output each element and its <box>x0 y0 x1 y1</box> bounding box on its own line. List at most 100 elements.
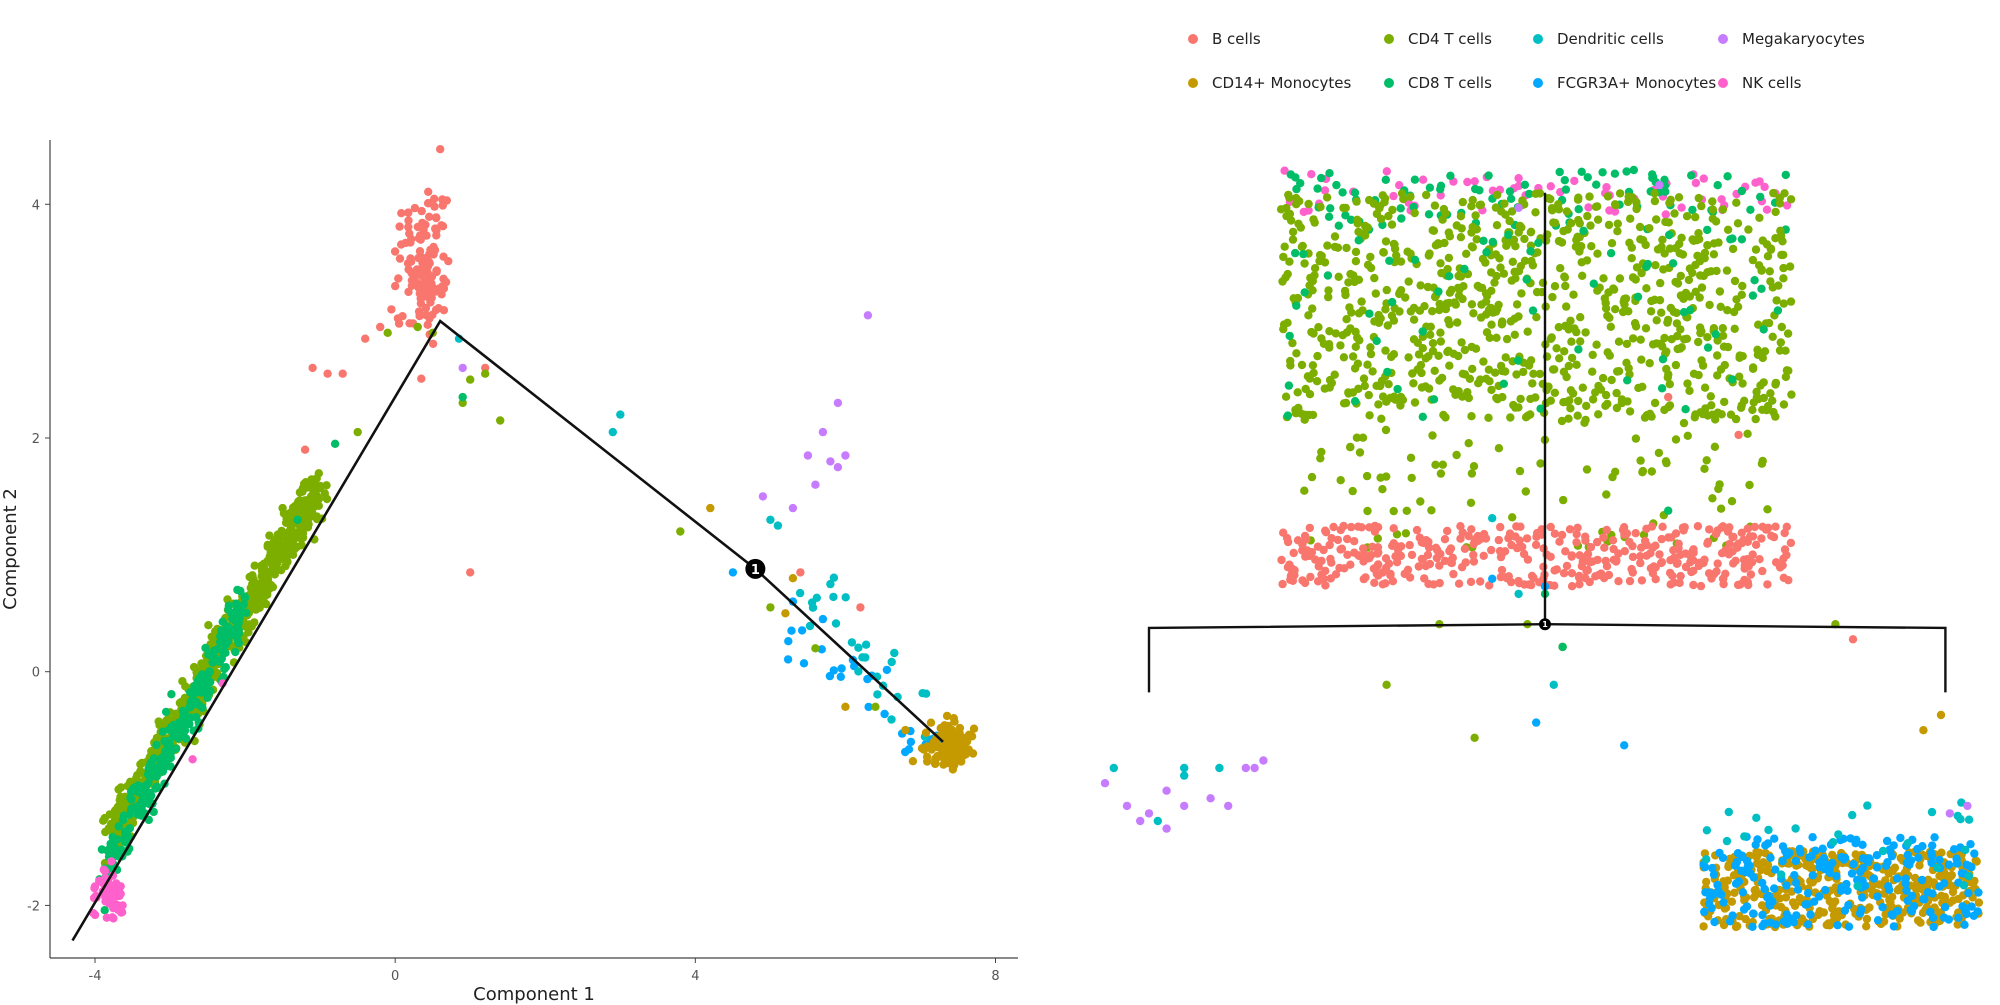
point-megakaryocytes <box>1259 756 1268 765</box>
point-cd4-t-cells <box>1467 202 1476 211</box>
tree-points-layer <box>1100 165 1984 932</box>
point-cd4-t-cells <box>1598 373 1608 383</box>
point-cd4-t-cells <box>1588 350 1597 360</box>
point-cd4-t-cells <box>295 496 304 505</box>
point-cd4-t-cells <box>1679 418 1689 428</box>
point-cd8-t-cells <box>1323 271 1333 280</box>
point-b-cells <box>437 290 446 299</box>
tree-branch-node-label: 1 <box>1542 620 1548 629</box>
point-b-cells <box>1737 538 1746 548</box>
point-fcgr3a-monocytes <box>1930 833 1939 842</box>
y-tick-label: 0 <box>32 666 40 681</box>
point-b-cells <box>1751 540 1761 549</box>
point-fcgr3a-monocytes <box>1758 878 1767 888</box>
point-cd4-t-cells <box>1520 234 1529 244</box>
point-b-cells <box>1707 574 1716 583</box>
point-cd4-t-cells <box>1516 262 1525 271</box>
point-b-cells <box>1327 534 1336 543</box>
point-cd4-t-cells <box>1785 262 1795 271</box>
point-cd8-t-cells <box>127 795 136 804</box>
point-dendritic-cells <box>1961 845 1970 855</box>
point-cd4-t-cells <box>1612 388 1621 398</box>
point-cd8-t-cells <box>100 906 109 915</box>
point-fcgr3a-monocytes <box>1718 853 1728 863</box>
point-cd4-t-cells <box>314 469 323 478</box>
point-cd4-t-cells <box>1661 457 1671 466</box>
point-cd4-t-cells <box>1697 283 1707 292</box>
point-cd4-t-cells <box>1487 268 1496 277</box>
point-b-cells <box>1321 581 1330 590</box>
point-cd4-t-cells <box>1434 351 1443 360</box>
point-cd4-t-cells <box>1484 413 1493 422</box>
point-cd4-t-cells <box>1447 285 1456 295</box>
point-megakaryocytes <box>1162 824 1171 833</box>
point-cd4-t-cells <box>1506 317 1516 326</box>
legend-item-cd4-t-cells: CD4 T cells <box>1384 30 1492 48</box>
point-cd14-monocytes <box>1787 887 1796 896</box>
point-cd4-t-cells <box>1563 225 1572 234</box>
point-b-cells <box>1288 564 1297 574</box>
point-cd8-t-cells <box>1291 248 1300 258</box>
point-cd4-t-cells <box>1628 334 1638 343</box>
point-cd4-t-cells <box>1350 277 1359 287</box>
point-b-cells <box>1780 528 1789 538</box>
point-cd8-t-cells <box>1460 264 1469 274</box>
point-cd4-t-cells <box>1366 343 1375 352</box>
point-b-cells <box>1562 561 1572 571</box>
point-cd8-t-cells <box>1488 237 1497 247</box>
point-cd4-t-cells <box>1430 366 1439 375</box>
point-cd4-t-cells <box>1591 388 1600 397</box>
y-tick-label: 2 <box>32 432 40 447</box>
point-fcgr3a-monocytes <box>1708 863 1717 873</box>
point-cd4-t-cells <box>247 622 256 631</box>
point-cd4-t-cells <box>1613 219 1622 228</box>
point-cd4-t-cells <box>1428 339 1438 348</box>
point-b-cells <box>1329 522 1338 532</box>
point-dendritic-cells <box>1777 870 1786 879</box>
point-b-cells <box>1712 567 1721 576</box>
point-cd4-t-cells <box>1370 273 1379 283</box>
point-cd4-t-cells <box>1786 297 1796 306</box>
point-b-cells <box>1421 536 1431 545</box>
point-fcgr3a-monocytes <box>1701 888 1710 897</box>
point-cd14-monocytes <box>922 752 932 761</box>
point-cd4-t-cells <box>1403 247 1412 256</box>
point-cd4-t-cells <box>1443 347 1452 357</box>
point-b-cells <box>1757 534 1766 543</box>
point-cd14-monocytes <box>1790 901 1800 910</box>
point-nk-cells <box>1389 191 1398 201</box>
point-cd4-t-cells <box>1464 439 1473 448</box>
point-cd4-t-cells <box>1376 314 1385 323</box>
point-b-cells <box>1550 529 1560 538</box>
point-cd4-t-cells <box>1517 223 1526 232</box>
point-fcgr3a-monocytes <box>1927 851 1937 861</box>
point-fcgr3a-monocytes <box>1713 880 1722 890</box>
point-cd4-t-cells <box>266 580 276 590</box>
point-fcgr3a-monocytes <box>1960 920 1969 929</box>
point-b-cells <box>1703 539 1712 548</box>
point-cd4-t-cells <box>1787 390 1796 399</box>
point-b-cells <box>1479 551 1488 560</box>
point-cd4-t-cells <box>1744 225 1753 234</box>
point-cd8-t-cells <box>1750 276 1759 285</box>
point-cd4-t-cells <box>1395 288 1404 297</box>
point-b-cells <box>1649 562 1658 571</box>
point-b-cells <box>1469 557 1479 566</box>
point-b-cells <box>1729 559 1738 568</box>
point-nk-cells <box>90 883 99 893</box>
point-fcgr3a-monocytes <box>1749 909 1758 918</box>
point-b-cells <box>417 206 426 216</box>
point-cd4-t-cells <box>1379 248 1388 257</box>
point-cd4-t-cells <box>1319 339 1329 348</box>
point-b-cells <box>1469 539 1478 549</box>
point-cd4-t-cells <box>1417 383 1427 392</box>
point-fcgr3a-monocytes <box>799 659 809 668</box>
point-cd4-t-cells <box>1523 411 1533 420</box>
point-cd4-t-cells <box>1526 356 1536 365</box>
point-cd4-t-cells <box>1625 407 1635 416</box>
point-cd4-t-cells <box>1453 318 1462 327</box>
point-cd14-monocytes <box>1752 859 1762 868</box>
point-cd4-t-cells <box>1310 264 1320 273</box>
point-cd4-t-cells <box>1775 193 1784 203</box>
point-cd8-t-cells <box>1610 169 1620 178</box>
